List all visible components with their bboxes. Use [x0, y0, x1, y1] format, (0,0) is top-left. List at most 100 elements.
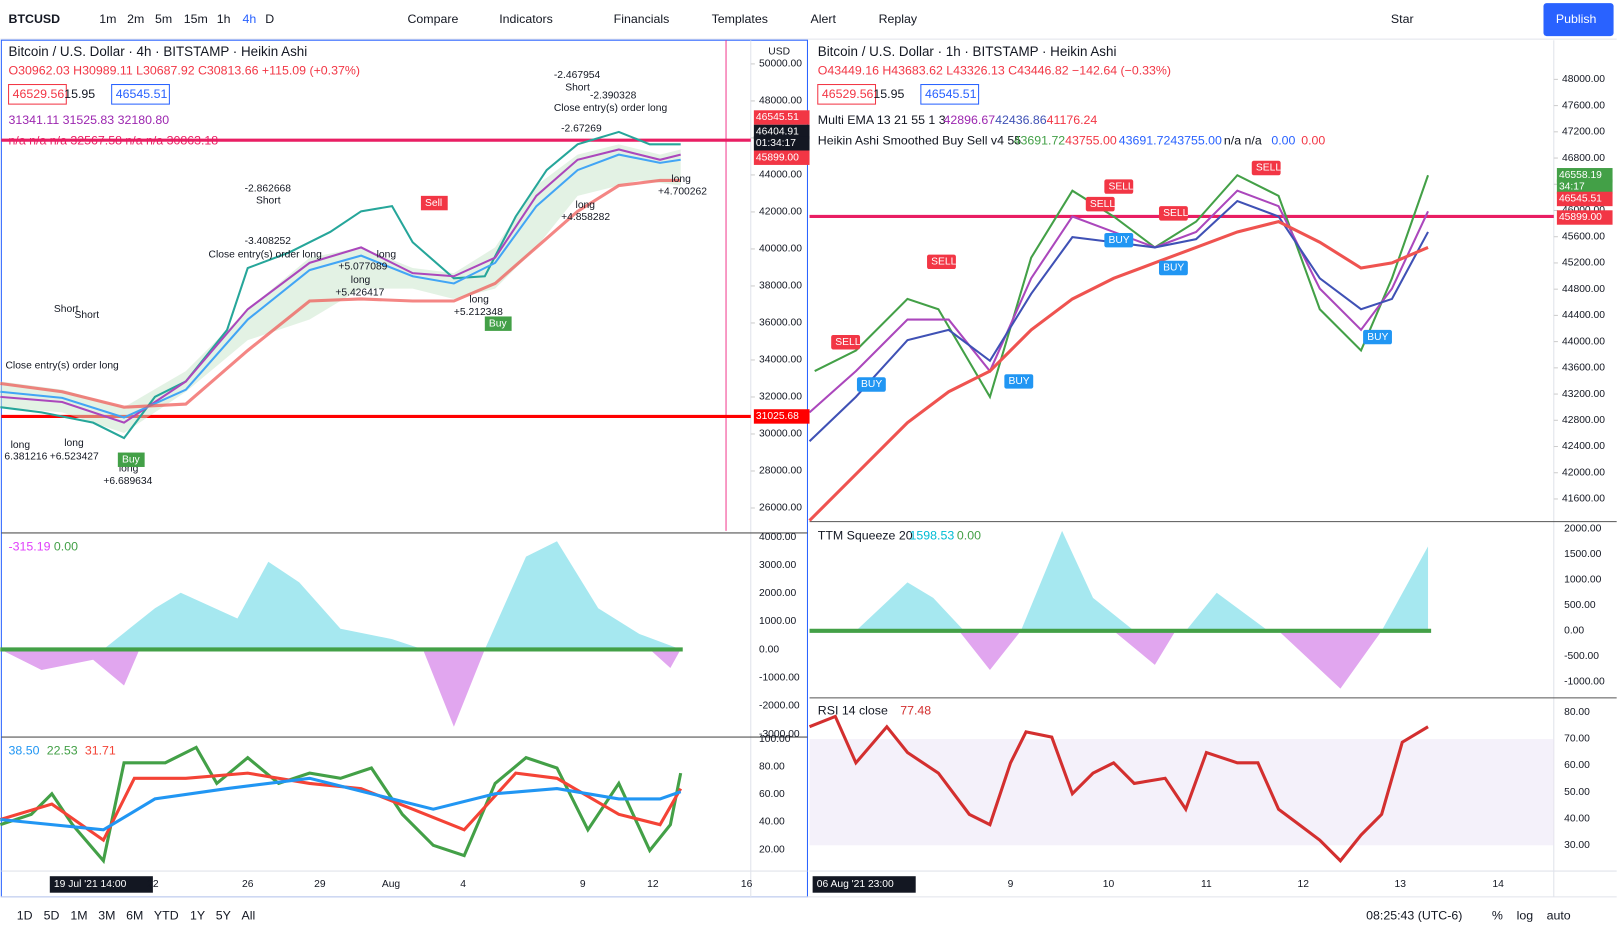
signal-box	[1085, 196, 1115, 212]
range-button[interactable]: YTD	[154, 909, 179, 923]
price-tag: 01:34:17	[756, 138, 796, 149]
price-axis-label: 28000.00	[759, 466, 802, 477]
interval-button[interactable]: 1m	[99, 12, 116, 26]
time-axis-label: 12	[647, 879, 659, 890]
range-button[interactable]: 1M	[70, 909, 87, 923]
stoch-value: 38.50	[9, 744, 40, 758]
range-button[interactable]: 1Y	[190, 909, 205, 923]
quote: 15.95	[64, 87, 95, 101]
time-axis-label: 06 Aug '21 23:00	[817, 879, 894, 890]
price-axis-label: 42000.00	[1562, 467, 1605, 478]
annotation: SELL	[1090, 199, 1115, 210]
range-button[interactable]: 5D	[44, 909, 60, 923]
histogram-up	[0, 541, 681, 722]
time-axis-label: 16	[741, 879, 753, 890]
annotation: long	[671, 174, 691, 185]
interval-button[interactable]: 4h	[243, 12, 257, 26]
annotation: +5.426417	[335, 287, 384, 298]
range-button[interactable]: 3M	[98, 909, 115, 923]
osc-axis-label: 1000.00	[759, 616, 796, 627]
publish-label[interactable]: Publish	[1556, 12, 1597, 26]
toolbar-button[interactable]: Templates	[712, 12, 768, 26]
price-tag: 46558.19	[1559, 170, 1602, 181]
signal-box	[1251, 160, 1281, 176]
price-line	[0, 130, 681, 440]
symbol[interactable]: BTCUSD	[9, 12, 61, 26]
annotation: Close entry(s) order long	[554, 103, 668, 114]
toolbar-button[interactable]: Financials	[614, 12, 670, 26]
annotation: long	[469, 295, 489, 306]
signal-box	[117, 452, 145, 467]
time-cursor-bg	[812, 876, 916, 893]
indicator-value: 0.00	[957, 528, 981, 542]
toolbar-button[interactable]: Indicators	[499, 12, 553, 26]
publish-button[interactable]	[1543, 3, 1614, 37]
toolbar-button[interactable]: Alert	[811, 12, 837, 26]
annotation: +5.212348	[454, 307, 503, 318]
signal-box	[420, 195, 448, 211]
interval-button[interactable]: 1h	[217, 12, 231, 26]
annotation: +6.523427	[50, 451, 99, 462]
annotation: long	[11, 440, 31, 451]
annotation: SELL	[931, 257, 956, 268]
range-button[interactable]: 5Y	[216, 909, 231, 923]
annotation: -2.467954	[554, 70, 601, 81]
histogram-down	[959, 630, 1382, 689]
scale-option[interactable]: log	[1517, 909, 1534, 923]
range-button[interactable]: All	[242, 909, 256, 923]
range-button[interactable]: 6M	[126, 909, 143, 923]
stoch-line	[0, 776, 682, 832]
interval-button[interactable]: 15m	[184, 12, 208, 26]
annotation: Sell	[425, 198, 442, 209]
annotation: Short	[565, 82, 590, 93]
signal-box	[856, 377, 886, 392]
star-button[interactable]: Star	[1391, 12, 1414, 26]
interval-button[interactable]: 5m	[155, 12, 172, 26]
price-line	[814, 173, 1430, 400]
toolbar-button[interactable]: Compare	[408, 12, 459, 26]
annotation: BUY	[1108, 235, 1129, 246]
price-tag-bg	[753, 409, 810, 424]
signal-box	[1158, 260, 1188, 276]
price-tag: 45899.00	[1559, 212, 1602, 223]
scale-option[interactable]: %	[1492, 909, 1503, 923]
osc-axis-label: 2000.00	[759, 588, 796, 599]
annotation: -2.862668	[245, 183, 292, 194]
indicator-value: 41176.24	[1047, 113, 1098, 127]
time-axis-label: 19 Jul '21 14:00	[54, 879, 127, 890]
ttm-axis-label: -500.00	[1564, 651, 1599, 662]
scale-option[interactable]: auto	[1547, 909, 1571, 923]
annotation: long	[351, 275, 371, 286]
stoch-value: 22.53	[47, 744, 78, 758]
price-axis-label: 45600.00	[1562, 231, 1605, 242]
stoch-line	[0, 771, 683, 843]
range-button[interactable]: 1D	[17, 909, 33, 923]
time-axis-label: 12	[1298, 879, 1310, 890]
toolbar-button[interactable]: Replay	[879, 12, 918, 26]
currency: USD	[768, 46, 790, 57]
price-axis-label: 30000.00	[759, 429, 802, 440]
osc-axis-label: -3000.00	[759, 729, 800, 740]
quote-box	[111, 84, 170, 105]
interval-button[interactable]: 2m	[127, 12, 144, 26]
rsi-axis-label: 30.00	[1564, 840, 1590, 851]
interval-button[interactable]: D	[265, 12, 274, 26]
price-axis-label: 42800.00	[1562, 415, 1605, 426]
ttm-axis-label: 0.00	[1564, 625, 1584, 636]
price-tag: 46545.51	[756, 112, 799, 123]
time-axis-label: 26	[242, 879, 254, 890]
price-tag-bg	[753, 150, 810, 165]
rsi-axis-label: 40.00	[1564, 813, 1590, 824]
ttm-axis-label: 1500.00	[1564, 549, 1601, 560]
stoch-axis-label: 80.00	[759, 761, 785, 772]
rsi-axis-label: 70.00	[1564, 734, 1590, 745]
histogram-up	[809, 530, 1429, 631]
ema-line	[808, 189, 1429, 414]
price-tag-bg	[1556, 191, 1613, 207]
annotation: 6.381216	[4, 451, 47, 462]
annotation: -2.67269	[561, 124, 602, 135]
quote-box	[920, 84, 980, 105]
indicator-value: 77.48	[900, 704, 931, 718]
indicator-value: 42436.86	[995, 113, 1047, 127]
price-tag-bg	[1556, 179, 1613, 194]
